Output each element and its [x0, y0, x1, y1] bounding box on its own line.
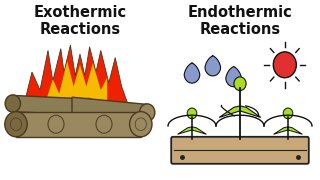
Polygon shape	[13, 95, 88, 115]
Polygon shape	[274, 127, 288, 134]
Circle shape	[5, 95, 20, 112]
Text: Exothermic
Reactions: Exothermic Reactions	[33, 5, 127, 37]
Circle shape	[5, 112, 27, 137]
Text: Endothermic
Reactions: Endothermic Reactions	[188, 5, 292, 37]
Polygon shape	[219, 106, 240, 117]
FancyBboxPatch shape	[171, 137, 309, 164]
Polygon shape	[45, 61, 107, 104]
Polygon shape	[178, 127, 192, 134]
Polygon shape	[240, 106, 261, 117]
Circle shape	[283, 108, 293, 119]
Circle shape	[234, 77, 246, 91]
Polygon shape	[192, 127, 206, 134]
Polygon shape	[24, 45, 128, 104]
Circle shape	[130, 112, 152, 137]
Circle shape	[187, 108, 197, 119]
Circle shape	[80, 98, 96, 116]
Polygon shape	[184, 63, 200, 83]
Polygon shape	[226, 66, 241, 87]
Polygon shape	[72, 97, 147, 121]
Polygon shape	[16, 112, 141, 137]
Circle shape	[273, 52, 296, 78]
Circle shape	[140, 104, 155, 121]
Polygon shape	[205, 55, 220, 76]
Polygon shape	[288, 127, 302, 134]
